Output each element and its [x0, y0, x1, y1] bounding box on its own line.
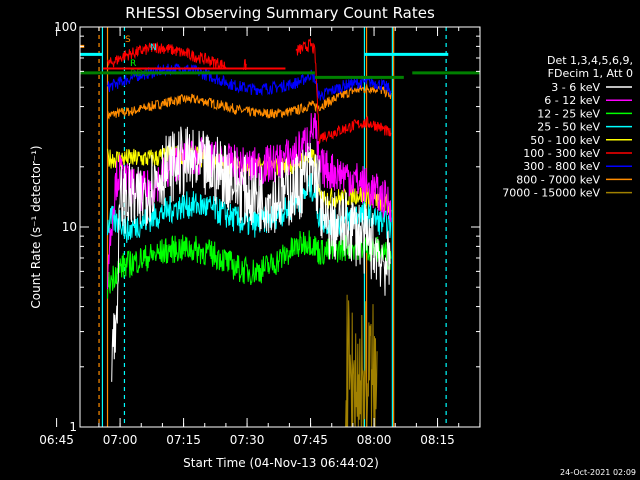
x-tick-label-4: 07:45	[293, 433, 328, 447]
legend-label-6: 300 - 800 keV	[523, 160, 600, 173]
series-line-8	[344, 294, 378, 427]
x-tick-label-2: 07:15	[166, 433, 201, 447]
series-line-7	[107, 84, 392, 121]
legend-header-2: FDecim 1, Att 0	[548, 67, 633, 80]
legend-label-2: 12 - 25 keV	[537, 107, 600, 120]
series-line-6	[107, 63, 392, 101]
chart-title: RHESSI Observing Summary Count Rates	[125, 4, 435, 22]
legend-label-1: 6 - 12 keV	[544, 94, 600, 107]
flag-label-0: S	[125, 35, 131, 45]
series-line-2	[107, 230, 392, 299]
y-tick-label-1: 10	[62, 220, 77, 234]
y-axis-label: Count Rate (s⁻¹ detector⁻¹)	[29, 145, 43, 308]
series-line-0	[111, 126, 391, 382]
flag-label-1: N	[150, 43, 157, 53]
y-tick-label-2: 1	[69, 420, 77, 434]
x-tick-label-6: 08:15	[420, 433, 455, 447]
legend-label-0: 3 - 6 keV	[551, 81, 600, 94]
legend-label-5: 100 - 300 keV	[523, 147, 600, 160]
series-line-5	[107, 37, 392, 145]
legend-label-4: 50 - 100 keV	[530, 134, 600, 147]
plot-area	[80, 27, 480, 427]
x-axis-label: Start Time (04-Nov-13 06:44:02)	[183, 456, 379, 470]
y-tick-label-0: 100	[54, 20, 77, 34]
flag-label-3: R	[130, 59, 136, 69]
x-tick-label-5: 08:00	[357, 433, 392, 447]
legend-label-3: 25 - 50 keV	[537, 121, 600, 134]
legend-header-1: Det 1,3,4,5,6,9,	[547, 54, 633, 67]
series-line-1	[107, 112, 392, 290]
legend-label-7: 800 - 7000 keV	[516, 173, 600, 186]
x-tick-label-3: 07:30	[230, 433, 265, 447]
date-stamp: 24-Oct-2021 02:09	[560, 468, 636, 477]
x-tick-label-0: 06:45	[39, 433, 74, 447]
legend-label-8: 7000 - 15000 keV	[502, 187, 600, 200]
x-tick-label-1: 07:00	[103, 433, 138, 447]
flag-label-5: RD6	[130, 69, 149, 79]
